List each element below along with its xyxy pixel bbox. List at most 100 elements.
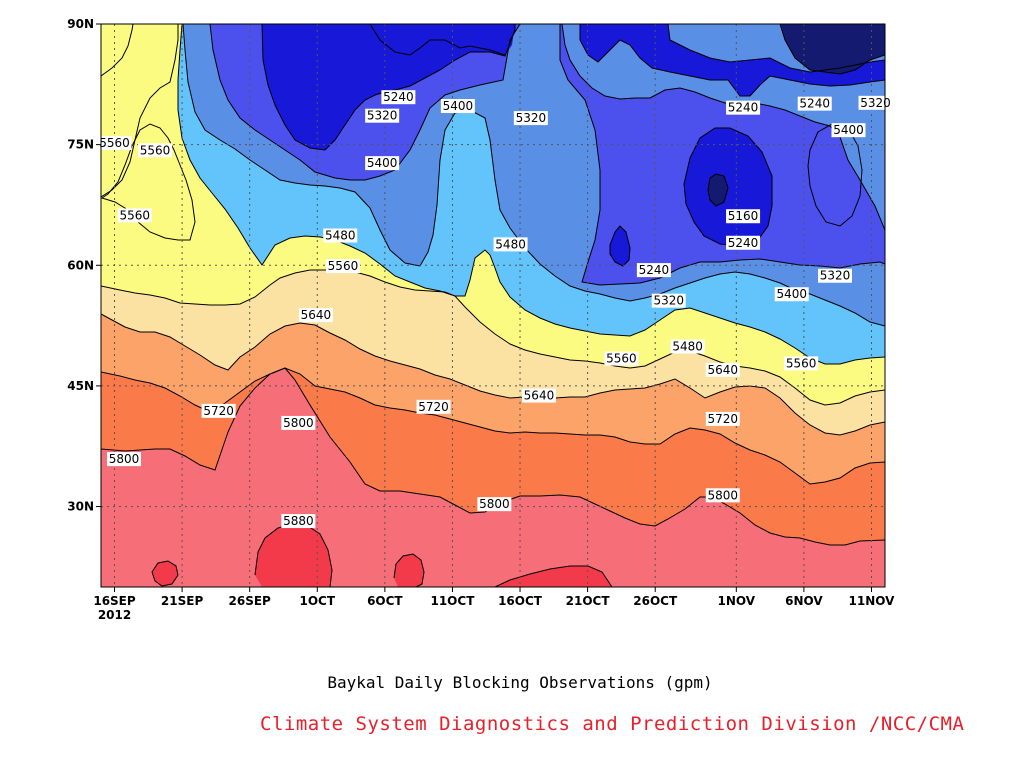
y-axis: 90N 75N 60N 45N 30N — [67, 17, 101, 514]
contour-label: 5560 — [604, 351, 639, 366]
contour-label-bg — [797, 96, 832, 111]
contour-label-bg — [670, 339, 705, 354]
contour-label: 5400 — [365, 156, 400, 171]
contour-label-bg — [604, 351, 639, 366]
x-tick-label: 1NOV — [718, 594, 756, 608]
contour-label-bg — [858, 95, 893, 110]
contour-label-bg — [817, 268, 852, 283]
contour-label: 5240 — [636, 263, 671, 278]
contour-label: 5320 — [858, 95, 893, 110]
contour-label-bg — [831, 123, 866, 138]
contour-label: 5560 — [138, 143, 173, 158]
contour-label: 5400 — [831, 123, 866, 138]
contour-label: 5800 — [477, 497, 512, 512]
contour-label-text: 5560 — [606, 352, 637, 366]
x-tick-label: 21OCT — [566, 594, 611, 608]
contour-label-bg — [521, 388, 556, 403]
contour-label: 5560 — [325, 259, 360, 274]
contour-label-bg — [281, 514, 316, 529]
contour-label-text: 5800 — [283, 416, 314, 430]
contour-label-text: 5240 — [383, 90, 414, 104]
contour-label: 5160 — [726, 209, 761, 224]
contour-label-text: 5720 — [418, 400, 449, 414]
contour-label-text: 5560 — [786, 356, 817, 370]
contour-label-text: 5560 — [99, 136, 130, 150]
chart-title: Baykal Daily Blocking Observations (gpm) — [327, 673, 713, 692]
contour-label: 5800 — [281, 415, 316, 430]
contour-label: 5560 — [97, 136, 132, 151]
contour-label-bg — [726, 235, 761, 250]
y-tick-label: 30N — [67, 500, 94, 514]
contour-label-bg — [281, 415, 316, 430]
contour-label-bg — [440, 99, 475, 114]
contour-label-bg — [726, 209, 761, 224]
contour-label-text: 5640 — [524, 389, 555, 403]
contour-label-text: 5720 — [708, 412, 739, 426]
y-tick-label: 75N — [67, 138, 94, 152]
contour-label: 5320 — [651, 293, 686, 308]
contour-label-text: 5160 — [728, 209, 759, 223]
contour-label-text: 5720 — [203, 404, 234, 418]
contour-label-bg — [784, 356, 819, 371]
band-above-5880-c — [152, 561, 178, 586]
contour-label-bg — [325, 259, 360, 274]
band-5160-5240 — [262, 24, 885, 150]
x-tick-label: 11OCT — [430, 594, 475, 608]
x-tick-label: 21SEP — [161, 594, 204, 608]
contour-label: 5880 — [281, 514, 316, 529]
x-tick-label: 1OCT — [300, 594, 336, 608]
x-tick-label: 6OCT — [367, 594, 403, 608]
contour-label-text: 5560 — [328, 259, 359, 273]
contour-label-text: 5800 — [479, 497, 510, 511]
contour-label-bg — [381, 90, 416, 105]
contour-label: 5240 — [381, 90, 416, 105]
contour-label-bg — [298, 308, 333, 323]
contour-label-text: 5800 — [708, 488, 739, 502]
contour-label: 5320 — [817, 268, 852, 283]
contour-label-text: 5480 — [325, 229, 356, 243]
x-tick-label: 26OCT — [633, 594, 678, 608]
plot-frame — [100, 23, 886, 588]
contour-label: 5800 — [705, 488, 740, 503]
contour-label-bg — [726, 100, 761, 115]
contour-label: 5320 — [513, 111, 548, 126]
y-tick-label: 60N — [67, 258, 94, 272]
x-tick-label: 16SEP — [93, 594, 136, 608]
contour-label-text: 5320 — [820, 269, 851, 283]
contour-label-bg — [416, 399, 451, 414]
contour-label-text: 5320 — [367, 109, 398, 123]
contour-label: 5240 — [726, 235, 761, 250]
contour-label-bg — [705, 488, 740, 503]
contour-label-bg — [323, 228, 358, 243]
contour-label-bg — [117, 208, 152, 223]
contour-label-text: 5240 — [799, 97, 830, 111]
contour-label-bg — [106, 452, 141, 467]
band-5160-5240-cell-oct — [610, 226, 630, 266]
contour-label-text: 5880 — [283, 514, 314, 528]
contour-label-text: 5240 — [728, 101, 759, 115]
contour-label-text: 5320 — [516, 111, 547, 125]
contour-label-bg — [774, 287, 809, 302]
contour-label-text: 5640 — [301, 308, 332, 322]
contour-label-text: 5400 — [367, 156, 398, 170]
contour-label-text: 5400 — [443, 99, 474, 113]
contour-label-text: 5640 — [708, 363, 739, 377]
contour-label-bg — [705, 362, 740, 377]
contour-label-text: 5240 — [728, 236, 759, 250]
y-tick-label: 45N — [67, 379, 94, 393]
x-tick-label: 11NOV — [849, 594, 896, 608]
x-tick-sublabel: 2012 — [98, 608, 131, 622]
contour-label-bg — [636, 263, 671, 278]
contour-label: 5240 — [726, 100, 761, 115]
contour-label: 5480 — [493, 237, 528, 252]
band-above-5880-d — [495, 566, 612, 587]
contour-label: 5560 — [784, 356, 819, 371]
contour-label: 5240 — [797, 96, 832, 111]
x-tick-label: 26SEP — [229, 594, 272, 608]
contour-labels: 5560 5560 5560 5240 5320 5400 5320 5400 5480 5480… — [97, 90, 893, 529]
band-below-5160 — [708, 24, 885, 206]
contour-label-text: 5400 — [776, 287, 807, 301]
contour-label: 5640 — [298, 308, 333, 323]
contour-label-text: 5560 — [120, 208, 151, 222]
